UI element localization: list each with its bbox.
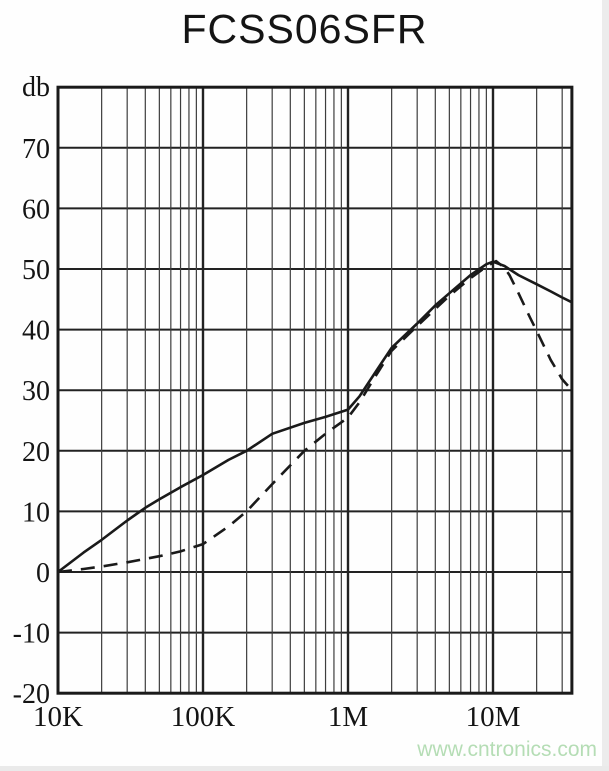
scan-edge-right	[602, 0, 609, 771]
y-axis-tick-label: -10	[13, 619, 50, 650]
y-axis-tick-label: -20	[13, 679, 50, 710]
x-axis-tick-label: 10M	[466, 701, 521, 733]
x-axis-tick-label: 100K	[171, 701, 236, 733]
x-axis-tick-label: 10K	[33, 701, 83, 733]
dashed-curve	[57, 259, 573, 574]
y-axis-tick-label: 60	[22, 194, 50, 225]
chart-title: FCSS06SFR	[181, 6, 428, 52]
scan-edge-bottom	[0, 766, 609, 771]
y-axis-tick-label: 10	[22, 497, 50, 528]
y-axis-tick-label: 70	[22, 134, 50, 165]
x-axis-tick-label: 1M	[328, 701, 368, 733]
y-axis-tick-label: 50	[22, 255, 50, 286]
y-axis-tick-label: 30	[22, 376, 50, 407]
y-axis-tick-label: 20	[22, 437, 50, 468]
plot-border	[56, 85, 574, 695]
y-axis-tick-label: 0	[36, 558, 50, 589]
y-axis-unit-label: db	[22, 72, 50, 103]
watermark-text: www.cntronics.com	[417, 738, 597, 761]
solid-curve	[57, 260, 573, 574]
y-axis-tick-label: 40	[22, 316, 50, 347]
